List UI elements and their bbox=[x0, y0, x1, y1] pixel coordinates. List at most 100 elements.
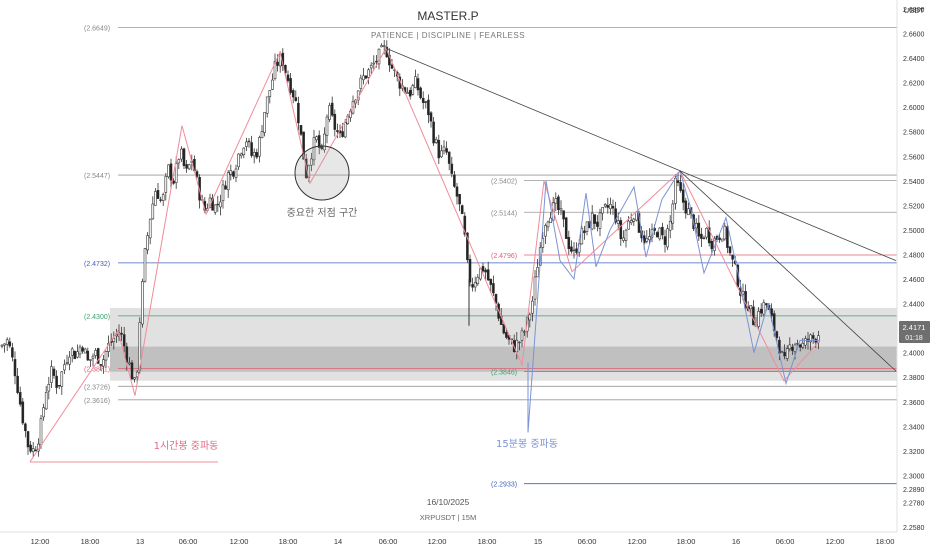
candle-body-48 bbox=[125, 346, 129, 363]
candle-body-185 bbox=[481, 266, 485, 272]
candle-body-253 bbox=[658, 227, 662, 240]
candle-body-36 bbox=[94, 350, 97, 356]
candle-body-286 bbox=[744, 291, 747, 309]
time-axis[interactable] bbox=[0, 532, 932, 550]
candle-body-5 bbox=[13, 359, 17, 377]
current-price-value: 2.4171 bbox=[903, 323, 926, 332]
candle-body-166 bbox=[432, 121, 435, 144]
candle-body-288 bbox=[749, 304, 753, 310]
candle-body-72 bbox=[187, 164, 191, 170]
candle-body-61 bbox=[159, 199, 162, 201]
candle-body-56 bbox=[146, 235, 149, 251]
candle-body-281 bbox=[731, 254, 734, 260]
candle-body-28 bbox=[73, 350, 77, 360]
candle-body-312 bbox=[811, 335, 815, 339]
candle-body-179 bbox=[466, 232, 469, 261]
candle-body-1 bbox=[3, 343, 6, 346]
price-axis[interactable] bbox=[897, 0, 932, 532]
trendlines bbox=[385, 47, 897, 372]
price-tick-3: 2.6200 bbox=[903, 81, 925, 88]
candle-body-52 bbox=[135, 371, 139, 378]
candle-body-171 bbox=[445, 148, 448, 153]
candle-body-279 bbox=[726, 226, 729, 248]
candle-body-159 bbox=[414, 76, 417, 88]
candle-body-143 bbox=[372, 62, 376, 65]
candle-body-289 bbox=[752, 306, 755, 326]
candle-body-70 bbox=[182, 148, 186, 166]
candle-body-139 bbox=[362, 75, 365, 81]
candle-body-160 bbox=[416, 78, 420, 91]
candle-body-3 bbox=[8, 341, 12, 347]
candle-body-311 bbox=[809, 334, 812, 343]
axis-currency: USDT bbox=[904, 6, 925, 15]
candle-body-224 bbox=[583, 230, 586, 234]
candle-body-244 bbox=[635, 211, 638, 221]
candle-body-150 bbox=[390, 64, 394, 69]
candle-body-112 bbox=[291, 90, 295, 98]
candle-body-306 bbox=[796, 342, 799, 345]
candle-body-189 bbox=[492, 283, 495, 294]
candle-body-121 bbox=[315, 136, 318, 141]
candle-body-267 bbox=[694, 223, 698, 229]
time-tick-10: 15 bbox=[534, 537, 542, 546]
candle-body-8 bbox=[21, 401, 25, 424]
candle-body-104 bbox=[271, 79, 274, 90]
candle-body-215 bbox=[559, 208, 563, 211]
candle-body-68 bbox=[177, 159, 181, 164]
price-tick-15: 2.3800 bbox=[903, 375, 925, 382]
candle-body-249 bbox=[648, 236, 651, 241]
level-label-9: (2.3726) bbox=[84, 384, 110, 391]
candle-body-89 bbox=[232, 171, 235, 177]
pink-wave-1h bbox=[29, 47, 821, 463]
candle-body-111 bbox=[289, 78, 292, 93]
candle-body-276 bbox=[718, 237, 721, 240]
candle-body-169 bbox=[440, 150, 443, 158]
candle-body-205 bbox=[533, 276, 537, 300]
time-tick-6: 14 bbox=[334, 537, 342, 546]
candle-body-242 bbox=[629, 220, 633, 224]
annotation-key-low: 중요한 저점 구간 bbox=[287, 207, 358, 219]
time-tick-13: 18:00 bbox=[677, 537, 696, 546]
candle-body-12 bbox=[31, 448, 35, 453]
candle-body-304 bbox=[791, 346, 794, 351]
candle-body-129 bbox=[336, 130, 339, 132]
candle-body-263 bbox=[684, 200, 688, 214]
candle-body-293 bbox=[762, 302, 766, 315]
candle-body-31 bbox=[81, 347, 84, 352]
candle-body-300 bbox=[780, 351, 784, 353]
level-label-4: (2.4796) bbox=[491, 253, 517, 260]
candle-body-210 bbox=[546, 221, 550, 228]
level-label-6: (2.4300) bbox=[84, 314, 110, 321]
candle-body-82 bbox=[213, 204, 217, 213]
price-tick-22: 2.2580 bbox=[903, 525, 925, 532]
price-tick-11: 2.4600 bbox=[903, 277, 925, 284]
candle-body-19 bbox=[50, 366, 53, 383]
candle-body-17 bbox=[44, 392, 48, 410]
candle-body-103 bbox=[268, 90, 272, 97]
candle-body-58 bbox=[151, 203, 155, 220]
time-tick-3: 06:00 bbox=[179, 537, 198, 546]
candle-body-280 bbox=[728, 246, 732, 254]
candle-body-66 bbox=[172, 180, 175, 184]
candle-body-173 bbox=[450, 163, 454, 174]
candle-body-105 bbox=[273, 61, 277, 79]
candle-body-211 bbox=[549, 217, 552, 224]
candle-body-33 bbox=[86, 350, 90, 361]
candle-body-209 bbox=[544, 225, 547, 237]
candle-body-158 bbox=[411, 85, 415, 95]
time-tick-14: 16 bbox=[732, 537, 740, 546]
support-zone-inner bbox=[110, 346, 897, 372]
candle-body-125 bbox=[325, 116, 329, 136]
candle-body-234 bbox=[609, 204, 612, 210]
candle-body-147 bbox=[382, 45, 386, 47]
candle-body-259 bbox=[674, 177, 677, 204]
candles bbox=[0, 40, 820, 458]
candle-body-305 bbox=[793, 344, 797, 352]
candle-body-235 bbox=[611, 205, 615, 209]
candle-body-164 bbox=[427, 99, 430, 116]
candle-body-162 bbox=[421, 97, 425, 103]
time-tick-2: 13 bbox=[136, 537, 144, 546]
candle-body-57 bbox=[148, 218, 152, 239]
candle-body-26 bbox=[68, 356, 71, 365]
